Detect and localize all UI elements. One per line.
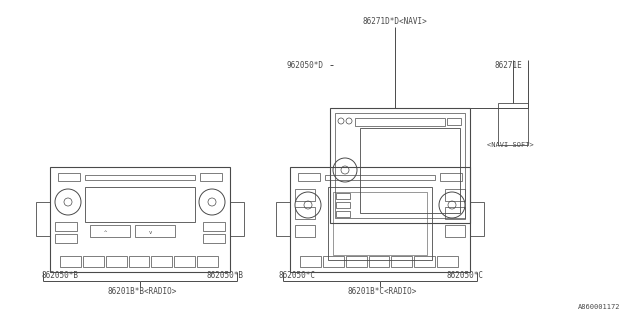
- Bar: [346, 256, 367, 267]
- Bar: [333, 192, 427, 255]
- Text: 862050*C: 862050*C: [278, 270, 316, 279]
- Bar: [174, 256, 195, 267]
- Bar: [290, 167, 470, 272]
- Bar: [197, 256, 218, 267]
- Bar: [58, 173, 80, 181]
- Bar: [355, 118, 445, 126]
- Bar: [336, 211, 350, 217]
- Bar: [200, 173, 222, 181]
- Bar: [83, 256, 104, 267]
- Bar: [300, 256, 321, 267]
- Text: ^: ^: [104, 229, 107, 235]
- Bar: [414, 256, 435, 267]
- Bar: [360, 128, 460, 213]
- Text: 86201B*C<RADIO>: 86201B*C<RADIO>: [348, 287, 417, 297]
- Bar: [230, 202, 244, 236]
- Bar: [106, 256, 127, 267]
- Text: 86271D*D<NAVI>: 86271D*D<NAVI>: [363, 18, 428, 27]
- Text: <NAVI SOFT>: <NAVI SOFT>: [486, 142, 533, 148]
- Bar: [203, 234, 225, 243]
- Bar: [295, 207, 315, 219]
- Bar: [498, 103, 528, 145]
- Text: A860001172: A860001172: [577, 304, 620, 310]
- Bar: [50, 167, 230, 272]
- Bar: [60, 256, 81, 267]
- Text: 862050*B: 862050*B: [42, 270, 79, 279]
- Bar: [392, 256, 412, 267]
- Text: 862050*C: 862050*C: [447, 270, 483, 279]
- Bar: [276, 202, 290, 236]
- Bar: [295, 225, 315, 237]
- Bar: [55, 222, 77, 231]
- Text: 86271E: 86271E: [494, 60, 522, 69]
- Text: 862050*B: 862050*B: [207, 270, 243, 279]
- Bar: [295, 189, 315, 201]
- Text: v: v: [148, 229, 152, 235]
- Bar: [90, 225, 130, 237]
- Bar: [445, 189, 465, 201]
- Bar: [323, 256, 344, 267]
- Bar: [440, 173, 462, 181]
- Bar: [445, 225, 465, 237]
- Bar: [335, 113, 465, 218]
- Bar: [470, 202, 484, 236]
- Bar: [336, 202, 350, 208]
- Bar: [437, 256, 458, 267]
- Text: 962050*D: 962050*D: [287, 60, 323, 69]
- Bar: [36, 202, 50, 236]
- Bar: [129, 256, 149, 267]
- Bar: [369, 256, 389, 267]
- Bar: [336, 193, 350, 199]
- Bar: [55, 234, 77, 243]
- Bar: [328, 187, 432, 260]
- Bar: [85, 187, 195, 222]
- Bar: [85, 175, 195, 180]
- Bar: [447, 118, 461, 125]
- Bar: [152, 256, 172, 267]
- Bar: [445, 207, 465, 219]
- Bar: [203, 222, 225, 231]
- Bar: [135, 225, 175, 237]
- Text: 86201B*B<RADIO>: 86201B*B<RADIO>: [108, 287, 177, 297]
- Bar: [325, 175, 435, 180]
- Bar: [330, 108, 470, 223]
- Bar: [298, 173, 320, 181]
